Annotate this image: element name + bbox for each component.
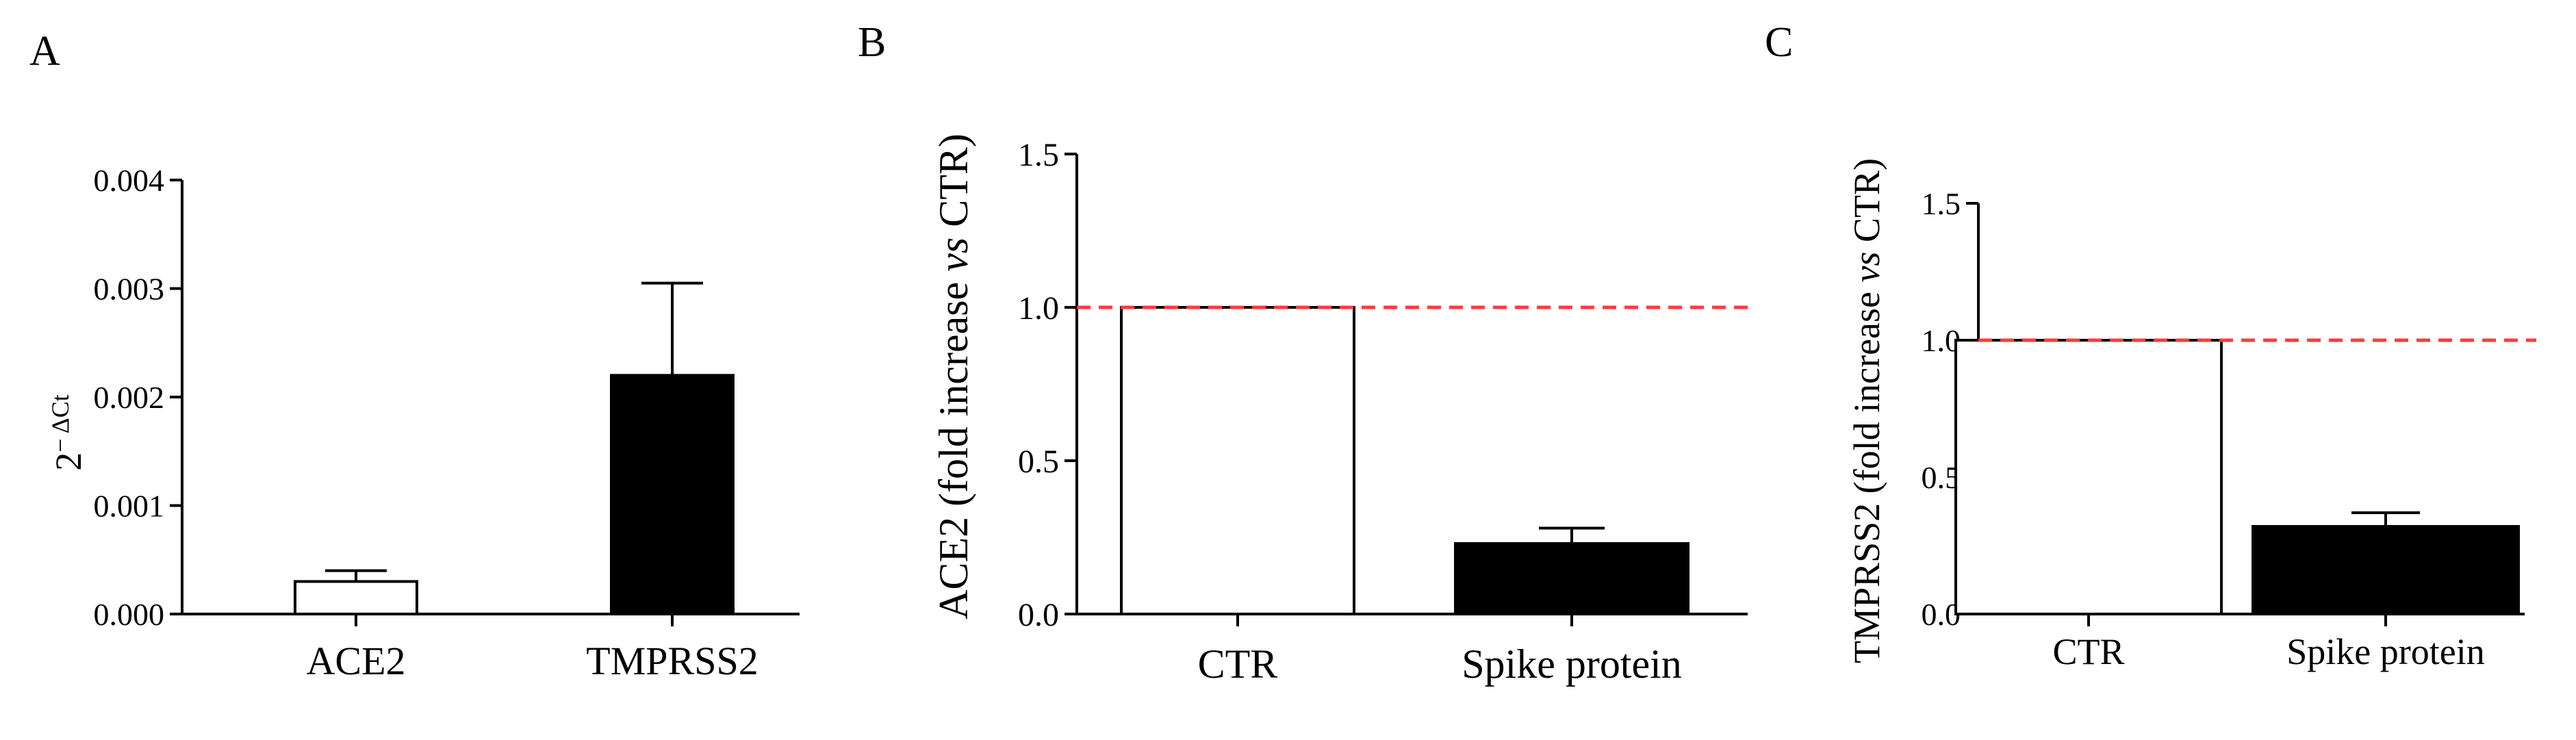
ylabel-a: 2− ΔCt	[47, 394, 89, 470]
xlabels-c: CTR Spike protein	[2052, 631, 2484, 672]
plot-b: 0.0 0.5 1.0 1.5	[1018, 137, 1748, 633]
xlabel-c-1: Spike protein	[2286, 631, 2484, 672]
xlabel-b-0: CTR	[1198, 641, 1278, 687]
ylabel-b-vs: vs	[931, 238, 976, 272]
y-tick-label-c: 0.5	[1922, 460, 1961, 495]
y-tick-label-a: 0.003	[94, 272, 165, 307]
xlabels-b: CTR Spike protein	[1198, 641, 1682, 687]
ylabel-a-base: 2	[48, 452, 89, 471]
y-tick-label-a: 0.000	[94, 597, 165, 632]
panel-b: B ACE2 (fold increase vs CTR) 0.0 0.5 1.0 1…	[858, 19, 1748, 687]
xlabels-a: ACE2 TMPRSS2	[307, 639, 758, 683]
ylabel-c-vs: vs	[1846, 252, 1887, 283]
ylabel-c: TMPRSS2 (fold increase vs CTR)	[1846, 158, 1887, 663]
xlabel-a-0: ACE2	[307, 639, 406, 683]
y-tick-label-c: 1.0	[1922, 323, 1961, 358]
y-tick-label-a: 0.002	[94, 380, 165, 415]
y-tick-label-c: 0.0	[1922, 597, 1961, 632]
panel-label-b: B	[858, 19, 886, 66]
ylabel-a-sup: − ΔCt	[47, 394, 74, 452]
panel-label-c: C	[1765, 19, 1793, 66]
xlabel-b-1: Spike protein	[1462, 641, 1682, 687]
y-tick-label-a: 0.004	[94, 163, 165, 198]
y-tick-label-b: 1.5	[1018, 137, 1059, 173]
plot-a: 0.000 0.001 0.002 0.003 0.004	[94, 163, 800, 632]
xlabel-a-1: TMPRSS2	[586, 639, 758, 683]
panel-a: A 2− ΔCt 0.000 0.001 0.002 0.003 0.004 ACE2 …	[29, 28, 800, 683]
bar-b-ctr	[1120, 306, 1355, 615]
ylabel-c-post: CTR)	[1846, 158, 1887, 252]
bar-c-ctr	[1954, 339, 2223, 615]
ylabel-b: ACE2 (fold increase vs CTR)	[931, 133, 976, 620]
ylabel-b-post: CTR)	[931, 133, 976, 238]
ylabel-b-pre: ACE2 (fold increase	[931, 272, 976, 620]
bar-b-spike-protein	[1454, 541, 1689, 616]
y-tick-label-c: 1.5	[1922, 186, 1961, 221]
bar-c-spike-protein	[2252, 525, 2520, 615]
y-tick-label-a: 0.001	[94, 489, 165, 524]
panel-c: C TMPRSS2 (fold increase vs CTR) 0.0 0.5 1…	[1765, 19, 2536, 672]
y-tick-label-b: 0.5	[1018, 444, 1059, 480]
panel-label-a: A	[29, 28, 60, 75]
xlabel-c-0: CTR	[2052, 631, 2124, 672]
bar-a-tmprss2	[610, 374, 735, 615]
plot-c: 0.0 0.5 1.0 1.5	[1922, 186, 2536, 632]
ylabel-c-pre: TMPRSS2 (fold increase	[1846, 283, 1887, 663]
bar-a-ace2	[294, 580, 418, 616]
y-tick-label-b: 0.0	[1018, 597, 1059, 633]
y-tick-label-b: 1.0	[1018, 290, 1059, 327]
